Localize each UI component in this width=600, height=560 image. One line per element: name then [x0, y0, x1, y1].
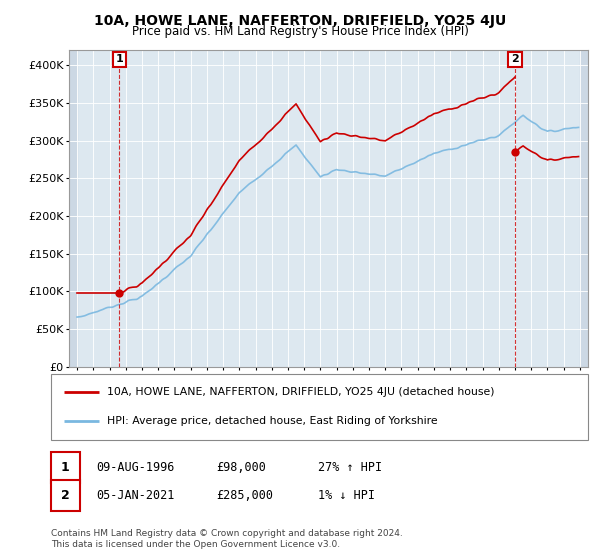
Bar — [580, 50, 588, 367]
Text: £98,000: £98,000 — [216, 461, 266, 474]
Text: 1% ↓ HPI: 1% ↓ HPI — [318, 489, 375, 502]
Text: 27% ↑ HPI: 27% ↑ HPI — [318, 461, 382, 474]
Bar — [69, 50, 77, 367]
Text: 09-AUG-1996: 09-AUG-1996 — [96, 461, 175, 474]
Text: Contains HM Land Registry data © Crown copyright and database right 2024.
This d: Contains HM Land Registry data © Crown c… — [51, 529, 403, 549]
Text: Price paid vs. HM Land Registry's House Price Index (HPI): Price paid vs. HM Land Registry's House … — [131, 25, 469, 38]
Text: 2: 2 — [511, 54, 519, 64]
Text: £285,000: £285,000 — [216, 489, 273, 502]
Bar — [69, 50, 77, 367]
Text: 2: 2 — [61, 489, 70, 502]
Text: 05-JAN-2021: 05-JAN-2021 — [96, 489, 175, 502]
FancyBboxPatch shape — [51, 374, 588, 440]
Text: 10A, HOWE LANE, NAFFERTON, DRIFFIELD, YO25 4JU: 10A, HOWE LANE, NAFFERTON, DRIFFIELD, YO… — [94, 14, 506, 28]
Text: 1: 1 — [115, 54, 123, 64]
Bar — [580, 50, 588, 367]
Text: 10A, HOWE LANE, NAFFERTON, DRIFFIELD, YO25 4JU (detached house): 10A, HOWE LANE, NAFFERTON, DRIFFIELD, YO… — [107, 387, 495, 397]
Text: HPI: Average price, detached house, East Riding of Yorkshire: HPI: Average price, detached house, East… — [107, 416, 438, 426]
Text: 1: 1 — [61, 461, 70, 474]
